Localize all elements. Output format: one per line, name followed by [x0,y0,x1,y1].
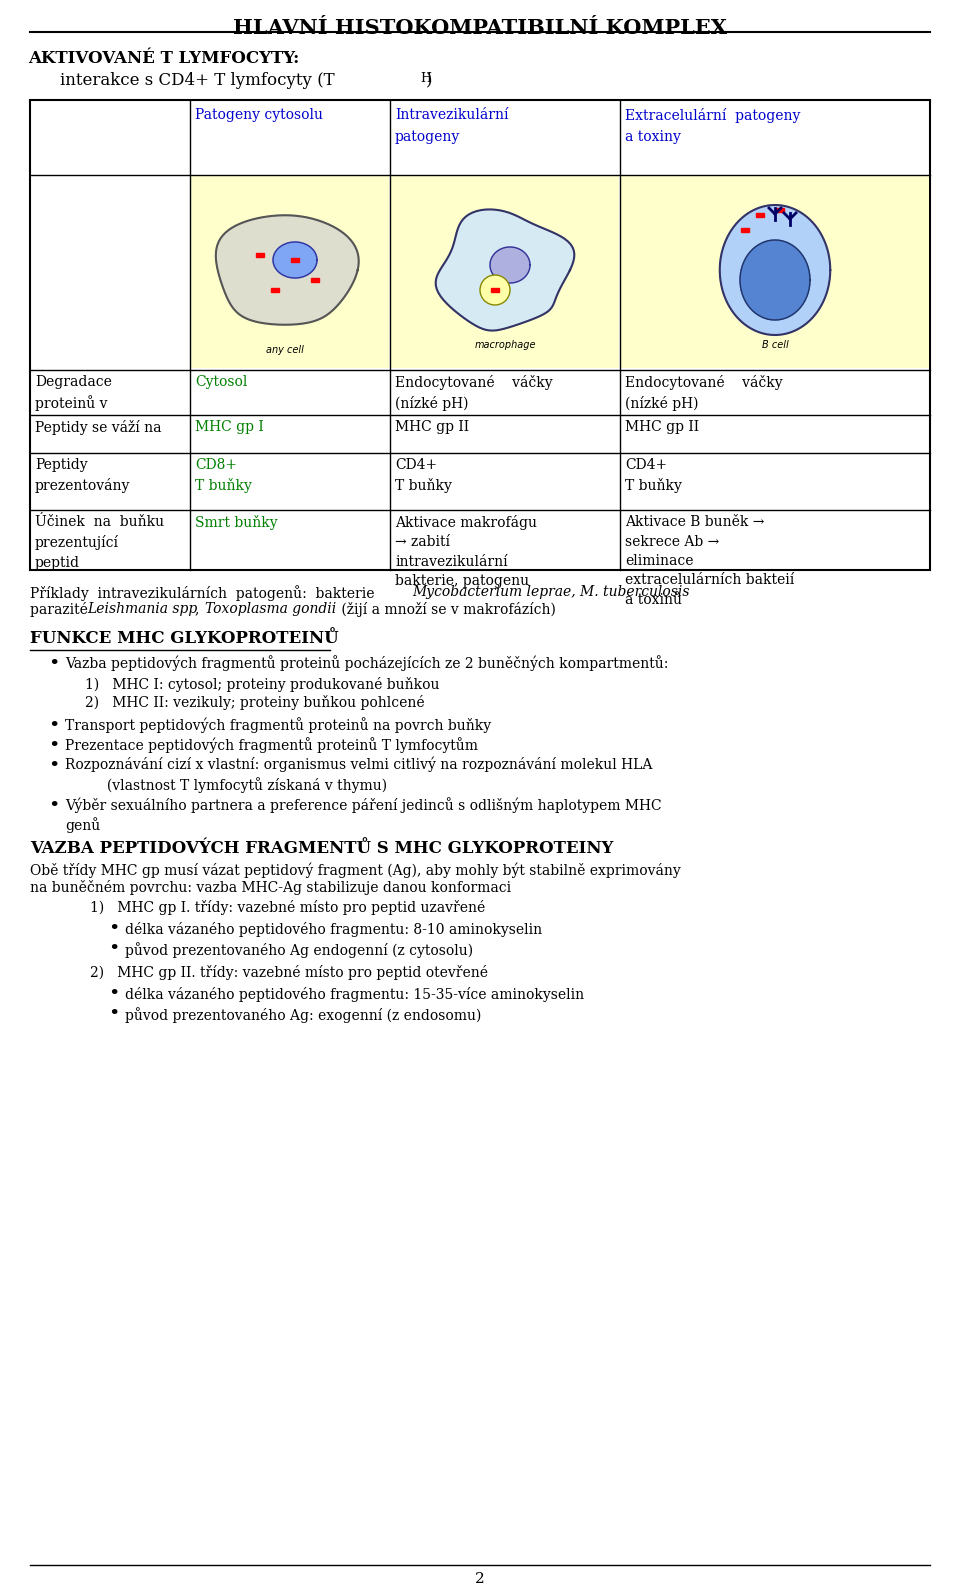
Bar [191,175,389,368]
Bar [291,258,299,263]
Text: a toxiny: a toxiny [625,130,681,145]
Text: FUNKCE MHC GLYKOPROTEINŮ: FUNKCE MHC GLYKOPROTEINŮ [30,630,339,648]
Text: Extracelulární  patogeny: Extracelulární patogeny [625,108,801,123]
Text: •: • [48,797,60,815]
Text: B cell: B cell [761,340,788,350]
Text: VAZBA PEPTIDOVÝCH FRAGMENTŮ S MHC GLYKOPROTEINY: VAZBA PEPTIDOVÝCH FRAGMENTŮ S MHC GLYKOP… [30,840,613,858]
Text: délka vázaného peptidového fragmentu: 8-10 aminokyselin: délka vázaného peptidového fragmentu: 8-… [125,923,542,937]
Text: 2)   MHC II: vezikuly; proteiny buňkou pohlcené: 2) MHC II: vezikuly; proteiny buňkou poh… [85,695,424,710]
Text: Peptidy
prezentovány: Peptidy prezentovány [35,458,131,493]
Text: Prezentace peptidových fragmentů proteinů T lymfocytům: Prezentace peptidových fragmentů protein… [65,737,478,753]
Text: Rozpoznávání cizí x vlastní: organismus velmi citlivý na rozpoznávání molekul HL: Rozpoznávání cizí x vlastní: organismus … [65,757,653,773]
Text: •: • [48,737,60,756]
Text: CD8+
T buňky: CD8+ T buňky [195,458,252,493]
Text: •: • [48,718,60,735]
Text: macrophage: macrophage [474,340,536,350]
Text: původ prezentovaného Ag: exogenní (z endosomu): původ prezentovaného Ag: exogenní (z end… [125,1007,481,1023]
Text: CD4+
T buňky: CD4+ T buňky [395,458,452,493]
Polygon shape [490,247,530,283]
Text: (žijí a množí se v makrofázích): (žijí a množí se v makrofázích) [337,601,556,617]
Text: MHC gp II: MHC gp II [395,420,469,434]
Polygon shape [720,205,830,336]
Text: Aktivace B buněk →
sekrece Ab →
eliminace
extracelulárních bakteií
a toxinů: Aktivace B buněk → sekrece Ab → eliminac… [625,515,794,608]
Text: •: • [108,1006,119,1023]
Text: any cell: any cell [266,345,304,355]
Text: MHC gp I: MHC gp I [195,420,264,434]
Text: MHC gp II: MHC gp II [625,420,699,434]
Text: Vazba peptidových fragmentů proteinů pocházejících ze 2 buněčných kompartmentů:: Vazba peptidových fragmentů proteinů poc… [65,655,668,671]
Text: Patogeny cytosolu: Patogeny cytosolu [195,108,323,123]
Text: Endocytované    váčky
(nízké pH): Endocytované váčky (nízké pH) [395,375,553,410]
Text: Cytosol: Cytosol [195,375,248,390]
Text: na buněčném povrchu: vazba MHC-Ag stabilizuje danou konformaci: na buněčném povrchu: vazba MHC-Ag stabil… [30,880,511,896]
Bar [271,288,279,293]
Text: ,: , [195,601,204,616]
Text: Degradace
proteinů v: Degradace proteinů v [35,375,112,412]
Bar [391,175,619,368]
Bar [776,208,784,212]
Text: Toxoplasma gondii: Toxoplasma gondii [205,601,336,616]
Text: CD4+
T buňky: CD4+ T buňky [625,458,682,493]
Text: Endocytované    váčky
(nízké pH): Endocytované váčky (nízké pH) [625,375,782,410]
Text: Leishmania spp: Leishmania spp [87,601,197,616]
Bar [30,100,930,570]
Text: Smrt buňky: Smrt buňky [195,515,277,530]
Text: Aktivace makrofágu
→ zabití
intravezikulární
bakterie, patogenu: Aktivace makrofágu → zabití intravezikul… [395,515,537,589]
Polygon shape [740,240,810,320]
Text: genů: genů [65,818,100,832]
Text: Příklady  intravezikulárních  patogenů:  bakterie: Příklady intravezikulárních patogenů: ba… [30,585,379,601]
Bar [621,175,929,368]
Text: Mycobacterium leprae, M. tuberculosis: Mycobacterium leprae, M. tuberculosis [412,585,689,598]
Text: .: . [30,622,35,636]
Text: AKTIVOVANÉ T LYMFOCYTY:: AKTIVOVANÉ T LYMFOCYTY: [28,49,300,67]
Text: Transport peptidových fragmentů proteinů na povrch buňky: Transport peptidových fragmentů proteinů… [65,718,492,733]
Text: (vlastnost T lymfocytů získaná v thymu): (vlastnost T lymfocytů získaná v thymu) [85,776,387,792]
Bar [756,213,764,216]
Text: •: • [108,940,119,958]
Bar [741,228,749,232]
Text: 2)   MHC gp II. třídy: vazebné místo pro peptid otevřené: 2) MHC gp II. třídy: vazebné místo pro p… [90,966,488,980]
Text: původ prezentovaného Ag endogenní (z cytosolu): původ prezentovaného Ag endogenní (z cyt… [125,942,473,958]
Text: parazité: parazité [30,601,92,617]
Bar [491,288,499,293]
Bar [311,278,319,282]
Text: interakce s CD4+ T lymfocyty (T: interakce s CD4+ T lymfocyty (T [60,72,335,89]
Polygon shape [436,210,574,331]
Polygon shape [273,242,317,278]
Text: Intravezikulární: Intravezikulární [395,108,509,123]
Polygon shape [216,215,359,325]
Circle shape [480,275,510,305]
Bar [256,253,264,258]
Text: •: • [48,655,60,673]
Text: Peptidy se váží na: Peptidy se váží na [35,420,161,434]
Text: •: • [108,985,119,1002]
Text: ): ) [426,72,433,89]
Text: 1)   MHC I: cytosol; proteiny produkované buňkou: 1) MHC I: cytosol; proteiny produkované … [85,678,440,692]
Text: 1)   MHC gp I. třídy: vazebné místo pro peptid uzavřené: 1) MHC gp I. třídy: vazebné místo pro pe… [90,901,485,915]
Text: délka vázaného peptidového fragmentu: 15-35-více aminokyselin: délka vázaného peptidového fragmentu: 15… [125,986,584,1002]
Text: patogeny: patogeny [395,130,460,145]
Text: H: H [420,72,431,84]
Text: •: • [48,757,60,775]
Text: Výběr sexuálního partnera a preference páření jedinců s odlišným haplotypem MHC: Výběr sexuálního partnera a preference p… [65,797,661,813]
Text: 2: 2 [475,1572,485,1586]
Text: HLAVNÍ HISTOKOMPATIBILNÍ KOMPLEX: HLAVNÍ HISTOKOMPATIBILNÍ KOMPLEX [233,18,727,38]
Text: Obě třídy MHC gp musí vázat peptidový fragment (Ag), aby mohly být stabilně expr: Obě třídy MHC gp musí vázat peptidový fr… [30,862,681,878]
Text: •: • [108,920,119,939]
Text: Účinek  na  buňku
prezentující
peptid: Účinek na buňku prezentující peptid [35,515,164,570]
